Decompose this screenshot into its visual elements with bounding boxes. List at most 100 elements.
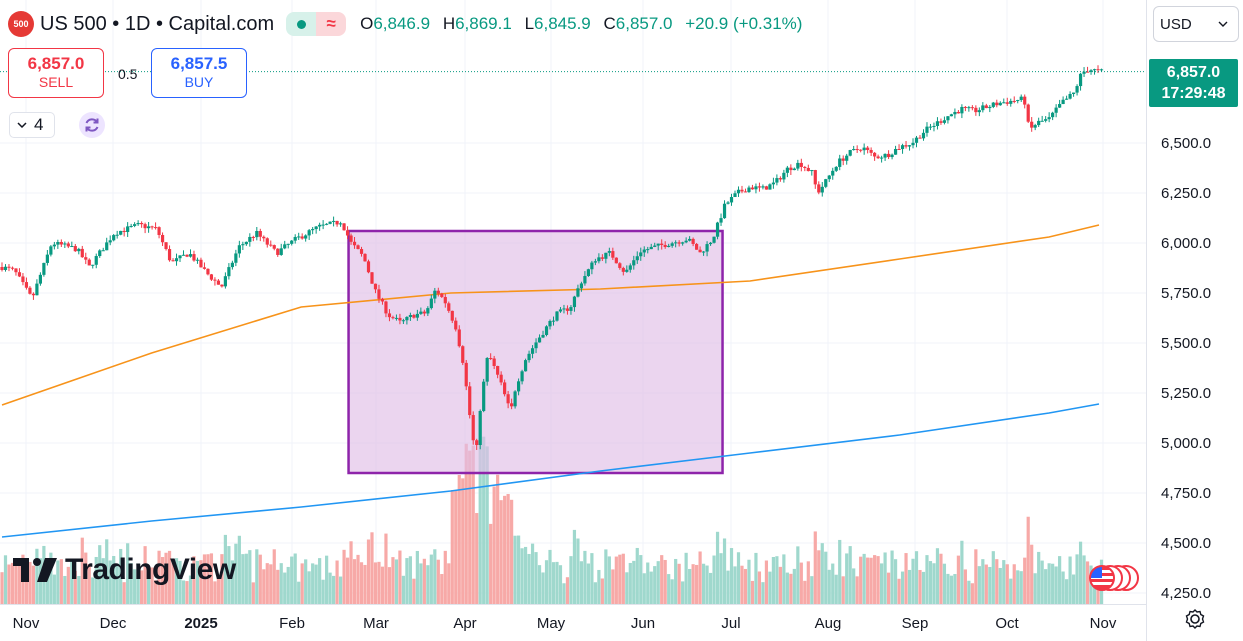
volume-bar [754,552,758,604]
indicators-toggle[interactable]: 4 [9,112,55,138]
x-tick-label: Aug [815,615,842,632]
candle-body [907,145,912,147]
volume-bar [1033,573,1037,604]
volume-bar [604,549,608,604]
candle-body [642,249,646,253]
candle-body [66,243,70,247]
open-value: 6,846.9 [373,14,431,33]
candle-body [440,293,444,297]
candle-body [380,298,385,302]
candle-body [820,186,824,193]
volume-bar [248,550,252,604]
symbol-title[interactable]: US 500 • 1D • Capital.com [40,12,275,35]
candle-body [209,274,214,280]
candle-body [841,158,845,161]
volume-bar [380,566,385,604]
candle-body [227,267,231,277]
chart-header: 500 US 500 • 1D • Capital.com ≈ O6,846.9… [8,10,802,38]
volume-bar [649,571,653,604]
volume-bar [684,552,688,604]
volume-bar [789,573,793,604]
candle-body [635,256,639,261]
candle-body [464,362,468,387]
volume-bar [743,568,748,604]
candle-body [150,226,154,228]
volume-bar [733,566,737,604]
volume-bar [618,554,622,604]
tradingview-logo[interactable]: TradingView [13,553,236,587]
currency-select[interactable]: USD [1153,6,1239,42]
candle-body [318,224,322,227]
candle-body [157,227,161,235]
candle-body [866,147,870,150]
candle-body [112,235,116,241]
candle-body [35,283,39,296]
volume-bar [900,571,905,604]
candle-body [1026,104,1030,122]
candle-body [813,170,817,185]
sell-button[interactable]: 6,857.0 SELL [8,48,104,98]
candle-body [834,166,838,171]
candle-body [408,315,412,317]
candle-body [426,308,430,314]
candle-body [1051,112,1055,118]
candle-body [377,289,381,299]
volume-bar [653,566,657,604]
volume-bar [496,474,500,604]
volume-bar [80,537,84,604]
volume-bar [932,563,936,604]
candle-body [122,230,126,233]
volume-bar [639,555,643,604]
candle-body [436,290,440,294]
volume-bar [265,563,269,604]
volume-bar [338,576,343,604]
x-tick-label: Jul [721,615,740,632]
candle-body [681,242,685,244]
candle-body [49,246,53,255]
volume-bar [49,552,53,604]
events-flag-icon[interactable] [1086,564,1140,592]
buy-button[interactable]: 6,857.5 BUY [151,48,247,98]
candle-body [845,155,849,161]
candle-body [80,248,84,258]
market-status[interactable]: ≈ [286,12,347,36]
volume-bar [883,552,887,604]
candle-body [84,257,88,260]
candle-body [415,313,419,318]
volume-bar [1054,566,1058,604]
volume-bar [126,543,130,604]
volume-bar [530,543,535,604]
candle-body [325,223,329,225]
candle-body [604,252,608,259]
volume-bar [318,558,322,604]
y-tick-label: 5,750.0 [1161,285,1211,302]
volume-bar [1012,564,1016,604]
candle-body [761,186,765,188]
candle-body [736,189,741,194]
volume-bar [436,559,440,604]
volume-bar [391,557,395,604]
volume-bar [171,560,175,604]
candle-body [349,235,353,242]
volume-bar [722,538,727,604]
volume-bar [974,549,978,604]
volume-bar [817,550,821,604]
candle-body [1044,119,1048,121]
change-value: +20.9 (+0.31%) [685,14,803,33]
candle-body [935,121,940,126]
candle-body [391,317,395,319]
refresh-icon[interactable] [79,112,105,138]
volume-bar [304,559,308,604]
candle-body [98,250,102,257]
x-tick-label: Oct [995,615,1019,632]
volume-bar [492,486,496,604]
volume-bar [164,552,168,604]
volume-bar [77,575,81,604]
candle-body [63,243,67,245]
volume-bar [792,568,796,604]
candle-body [803,166,807,168]
volume-bar [377,561,381,604]
candle-body [251,236,255,238]
chart-settings-icon[interactable] [1184,608,1206,630]
